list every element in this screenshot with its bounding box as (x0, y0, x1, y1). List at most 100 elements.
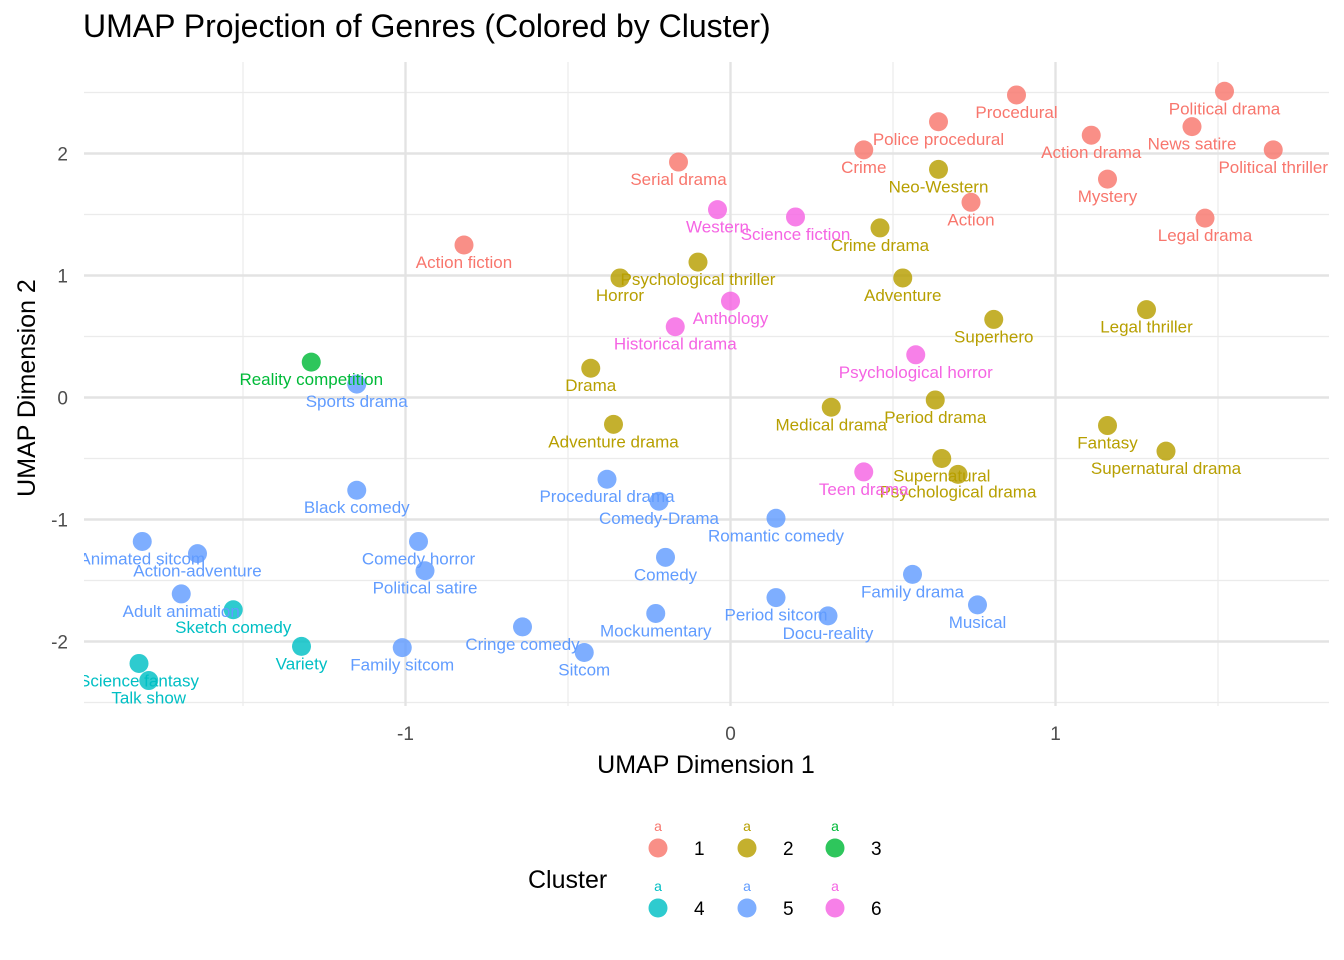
point-label: Teen drama (819, 480, 909, 499)
data-point (1263, 140, 1283, 160)
y-tick-label: 2 (57, 145, 68, 166)
data-point (1156, 441, 1176, 461)
point-label: Family sitcom (350, 656, 454, 675)
legend-item: a5 (737, 878, 794, 920)
data-point (1007, 85, 1026, 105)
data-point (132, 531, 152, 551)
x-tick-label: 0 (725, 724, 736, 745)
data-point (649, 491, 669, 511)
point-label: Action (947, 210, 994, 229)
legend-key-dot (737, 898, 757, 918)
legend-key-dot (825, 838, 845, 858)
legend-label: 6 (871, 899, 882, 920)
legend-item: a1 (648, 818, 705, 860)
legend-key-dot (825, 898, 845, 918)
legend-key-glyph: a (743, 818, 751, 834)
data-point (656, 547, 675, 567)
legend-label: 1 (694, 839, 705, 860)
point-label: Crime drama (831, 236, 930, 255)
point-label: Action drama (1041, 143, 1142, 162)
y-tick-label: 1 (57, 267, 68, 288)
data-point (984, 309, 1004, 329)
legend-key-glyph: a (743, 878, 751, 894)
point-label: Horror (596, 286, 645, 305)
data-point (454, 235, 474, 255)
point-label: Psychological thriller (621, 270, 776, 289)
data-point (708, 200, 727, 220)
legend-item: a4 (648, 878, 705, 920)
data-point (818, 606, 838, 626)
data-point (646, 603, 666, 623)
data-point (513, 617, 532, 637)
data-point (223, 600, 243, 620)
data-point (893, 268, 913, 288)
data-point (870, 218, 890, 238)
point-label: Family drama (861, 582, 965, 601)
point-label: Comedy horror (362, 549, 476, 568)
point-label: Drama (565, 376, 617, 395)
data-point (854, 462, 874, 482)
data-point (392, 638, 412, 658)
data-point (1215, 81, 1234, 101)
data-point (766, 508, 786, 528)
grid-lines (84, 62, 1329, 706)
data-point (688, 252, 708, 272)
point-label: Mystery (1078, 187, 1138, 206)
data-point (415, 561, 435, 581)
x-tick-label: -1 (397, 724, 414, 745)
legend-label: 4 (694, 899, 705, 920)
point-label: Adventure (864, 286, 942, 305)
point-label: Superhero (954, 327, 1033, 346)
legend-key-dot (648, 898, 668, 918)
point-label: Legal drama (1158, 226, 1253, 245)
data-point (292, 636, 311, 656)
point-label: Legal thriller (1100, 318, 1193, 337)
data-point (581, 358, 601, 378)
point-label: Musical (949, 613, 1007, 632)
point-label: Sketch comedy (175, 618, 292, 637)
legend-key-glyph: a (831, 818, 839, 834)
y-axis-title: UMAP Dimension 2 (13, 279, 41, 497)
point-label: Science fantasy (79, 671, 200, 690)
data-point (821, 397, 841, 417)
point-label: Cringe comedy (465, 635, 580, 654)
point-label: Adventure drama (548, 432, 679, 451)
point-label: Procedural drama (539, 487, 675, 506)
point-label: Period drama (884, 408, 987, 427)
data-point (669, 152, 688, 172)
point-label: Talk show (111, 689, 186, 708)
point-label: Animated sitcom (79, 549, 205, 568)
point-label: Supernatural (893, 467, 990, 486)
data-point (721, 291, 740, 311)
point-label: Crime (841, 158, 886, 177)
point-label: Fantasy (1077, 434, 1138, 453)
legend-label: 2 (783, 839, 794, 860)
data-point (347, 374, 367, 394)
data-point (766, 588, 786, 608)
legend-key-glyph: a (831, 878, 839, 894)
data-point (188, 544, 207, 564)
point-label: Black comedy (304, 498, 410, 517)
point-label: Action-adventure (133, 562, 262, 581)
point-label: Political drama (1169, 99, 1281, 118)
point-label: Period sitcom (725, 606, 828, 625)
point-label: Psychological horror (839, 363, 993, 382)
data-point (929, 159, 948, 179)
point-labels: Procedural Political drama Police procedur… (79, 99, 1328, 708)
point-label: Variety (276, 654, 328, 673)
data-point (786, 207, 805, 227)
point-label: Sports drama (306, 392, 409, 411)
x-axis-title: UMAP Dimension 1 (597, 751, 815, 779)
point-label: Anthology (693, 309, 769, 328)
data-point (906, 345, 926, 365)
point-label: Serial drama (630, 170, 727, 189)
point-label: Reality competition (239, 370, 383, 389)
data-point (301, 352, 321, 372)
point-label: Supernatural drama (1091, 459, 1242, 478)
data-point (1081, 125, 1101, 145)
point-label: News satire (1148, 135, 1237, 154)
data-point (597, 469, 617, 489)
y-tick-label: -1 (51, 511, 68, 532)
